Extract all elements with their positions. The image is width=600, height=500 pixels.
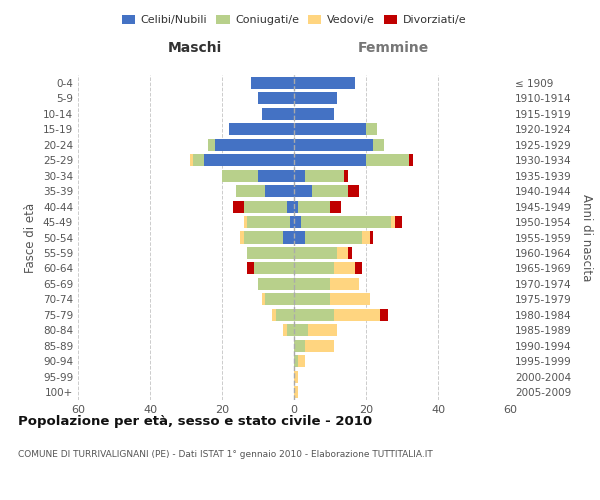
Bar <box>222 170 258 181</box>
Bar <box>294 294 330 306</box>
Bar <box>334 309 380 321</box>
Bar <box>409 154 413 166</box>
Bar <box>301 216 391 228</box>
Bar <box>294 138 373 150</box>
Bar <box>330 278 359 290</box>
Bar <box>294 324 308 336</box>
Bar <box>294 278 330 290</box>
Text: Femmine: Femmine <box>358 42 429 56</box>
Bar <box>294 92 337 104</box>
Bar <box>244 232 283 243</box>
Bar <box>283 324 287 336</box>
Bar <box>294 123 366 135</box>
Bar <box>204 154 294 166</box>
Bar <box>337 247 348 259</box>
Bar <box>294 356 298 368</box>
Bar <box>348 247 352 259</box>
Bar <box>283 232 294 243</box>
Bar <box>362 232 370 243</box>
Bar <box>370 232 373 243</box>
Bar <box>355 262 362 274</box>
Bar <box>294 340 305 352</box>
Bar <box>294 386 298 398</box>
Text: Popolazione per età, sesso e stato civile - 2010: Popolazione per età, sesso e stato civil… <box>18 415 372 428</box>
Bar <box>190 154 193 166</box>
Bar <box>305 232 362 243</box>
Bar <box>395 216 402 228</box>
Bar <box>265 185 294 197</box>
Y-axis label: Fasce di età: Fasce di età <box>25 202 37 272</box>
Bar <box>244 200 287 212</box>
Bar <box>294 108 334 120</box>
Bar <box>344 170 348 181</box>
Bar <box>294 262 334 274</box>
Bar <box>391 216 395 228</box>
Bar <box>233 200 244 212</box>
Legend: Celibi/Nubili, Coniugati/e, Vedovi/e, Divorziati/e: Celibi/Nubili, Coniugati/e, Vedovi/e, Di… <box>118 10 470 30</box>
Bar <box>330 294 370 306</box>
Bar <box>258 92 294 104</box>
Bar <box>305 340 334 352</box>
Bar <box>366 123 377 135</box>
Bar <box>276 309 294 321</box>
Bar <box>247 262 254 274</box>
Bar <box>262 108 294 120</box>
Bar <box>330 200 341 212</box>
Bar <box>294 200 298 212</box>
Bar <box>380 309 388 321</box>
Text: Maschi: Maschi <box>167 42 222 56</box>
Bar <box>294 371 298 383</box>
Text: COMUNE DI TURRIVALIGNANI (PE) - Dati ISTAT 1° gennaio 2010 - Elaborazione TUTTIT: COMUNE DI TURRIVALIGNANI (PE) - Dati IST… <box>18 450 433 459</box>
Bar <box>247 216 290 228</box>
Bar <box>298 356 305 368</box>
Bar <box>240 232 244 243</box>
Bar <box>236 185 265 197</box>
Bar <box>290 216 294 228</box>
Bar <box>294 154 366 166</box>
Bar <box>258 170 294 181</box>
Bar <box>272 309 276 321</box>
Bar <box>294 247 337 259</box>
Bar <box>294 309 334 321</box>
Bar <box>348 185 359 197</box>
Bar <box>251 76 294 89</box>
Bar <box>294 216 301 228</box>
Bar <box>294 170 305 181</box>
Bar <box>305 170 344 181</box>
Bar <box>258 278 294 290</box>
Bar <box>294 232 305 243</box>
Bar <box>294 185 312 197</box>
Bar <box>287 324 294 336</box>
Bar <box>262 294 265 306</box>
Bar <box>247 247 294 259</box>
Bar <box>244 216 247 228</box>
Bar <box>254 262 294 274</box>
Bar <box>334 262 355 274</box>
Bar <box>215 138 294 150</box>
Bar <box>298 200 330 212</box>
Bar <box>193 154 204 166</box>
Bar <box>294 76 355 89</box>
Bar <box>373 138 384 150</box>
Bar <box>208 138 215 150</box>
Bar <box>308 324 337 336</box>
Y-axis label: Anni di nascita: Anni di nascita <box>580 194 593 281</box>
Bar <box>229 123 294 135</box>
Bar <box>366 154 409 166</box>
Bar <box>287 200 294 212</box>
Bar <box>265 294 294 306</box>
Bar <box>312 185 348 197</box>
